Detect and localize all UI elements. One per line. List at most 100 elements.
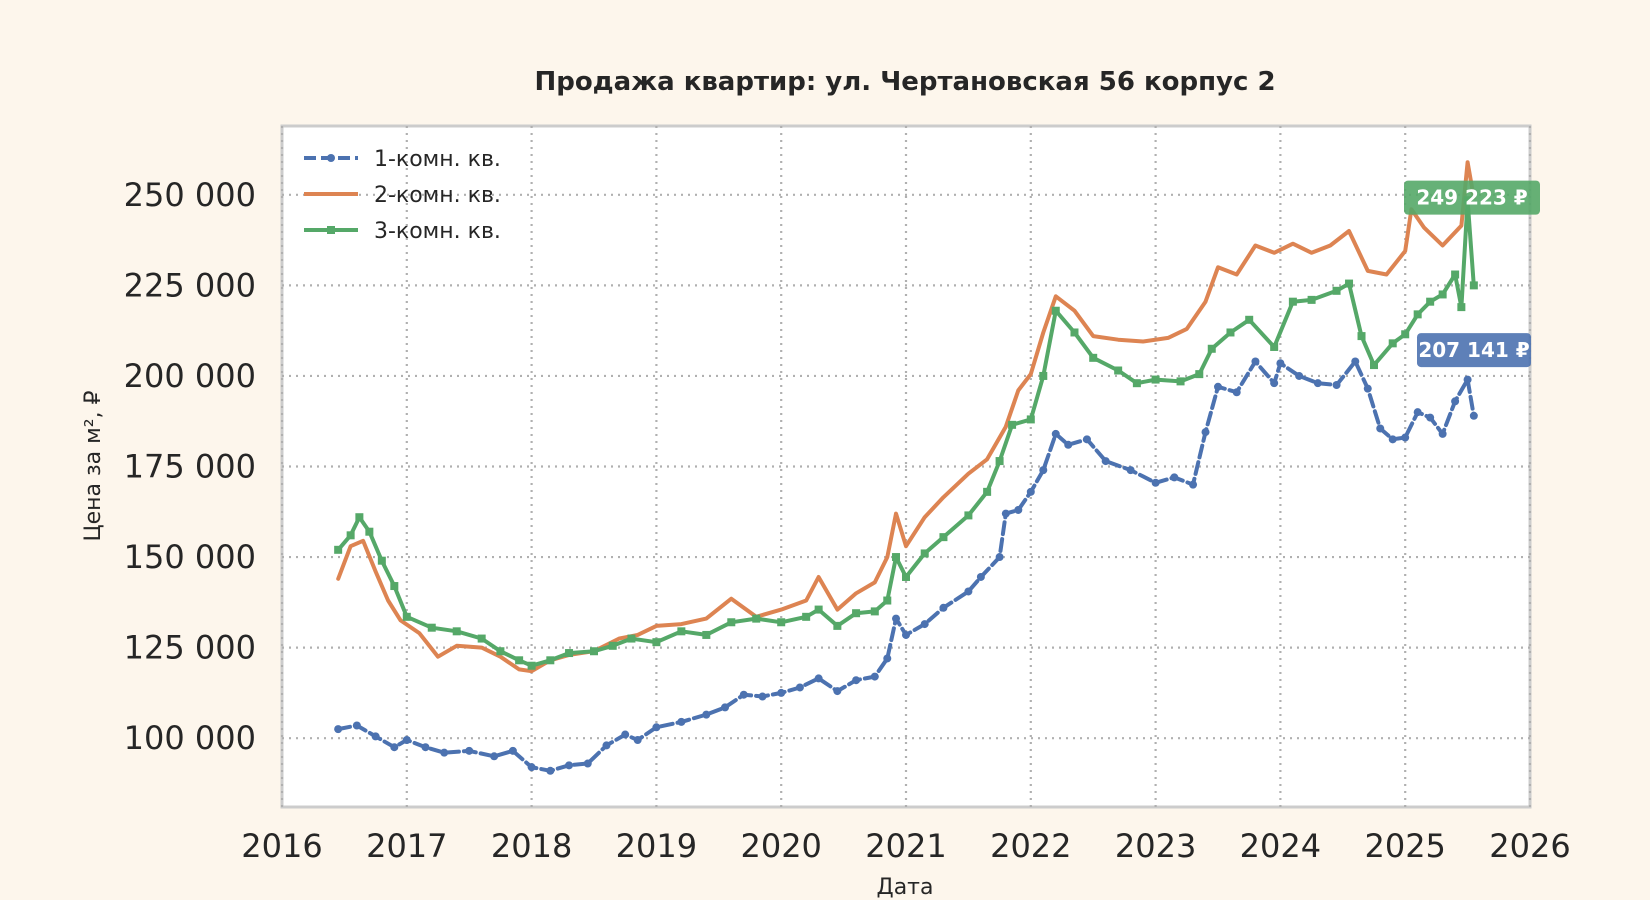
series-point [1008,420,1017,429]
series-point [1313,379,1322,388]
series-point [490,752,499,761]
series-point [1401,330,1410,339]
x-tick-label: 2016 [241,827,322,865]
series-point [1001,509,1010,518]
series-point [1413,408,1422,417]
series-point [465,746,474,755]
series-point [1014,505,1023,514]
series-point [752,614,761,623]
series-point [702,710,711,719]
series-point [939,533,948,542]
series-point [802,612,811,621]
legend: 1-комн. кв. 2-комн. кв. 3-комн. кв. [304,147,501,244]
series-point [1426,297,1435,306]
series-point [1370,361,1378,370]
series-point [939,603,948,612]
x-tick-label: 2021 [865,827,946,865]
series-point [390,582,399,591]
x-tick-label: 2023 [1115,827,1196,865]
series-point [1039,371,1048,380]
series-point [1345,279,1354,288]
series-point [602,741,611,750]
series-point [1332,380,1341,389]
series-point [1101,457,1110,466]
series-point [883,654,892,663]
series-point [920,549,929,558]
series-point [721,703,730,712]
legend-entry: 1-комн. кв. [304,147,501,172]
series-point [1195,370,1204,379]
series-point [995,457,1004,466]
series-point [1401,433,1410,442]
series-point [608,641,617,650]
series-point [995,553,1004,562]
series-line [336,160,1476,674]
series-point [870,672,879,681]
series-point [892,614,901,623]
series-point [355,513,364,522]
y-tick-label: 125 000 [124,629,256,667]
x-axis-label: Дата [877,875,934,900]
series-point [964,587,973,596]
series-point [346,531,355,540]
series-point [527,661,536,670]
series-point [883,596,892,605]
series-point [440,748,449,757]
legend-marker [327,226,335,234]
x-tick-label: 2017 [366,827,447,865]
series-point [427,623,436,632]
series-point [1201,428,1210,437]
series-point [1376,424,1385,433]
series-point [1307,295,1316,304]
value-badge-label: 207 141 ₽ [1418,338,1529,362]
series-point [1051,306,1060,315]
series-point [727,618,736,627]
series-point [1451,270,1460,279]
series-point [334,545,343,554]
axis-ticks: 2016 2017 2018 2019 2020 2021 2022 2023 2024 2025… [124,176,1571,865]
series-point [1226,328,1235,337]
value-badge: 207 141 ₽ [1417,333,1531,368]
x-tick-label: 2025 [1364,827,1445,865]
series-point [1189,480,1198,489]
series-1 [334,357,1478,775]
legend-label: 2-комн. кв. [374,183,501,208]
series-layer [334,160,1478,775]
series-point [1295,371,1304,380]
series-point [739,690,748,699]
series-point [633,735,642,744]
x-tick-label: 2018 [491,827,572,865]
series-point [352,721,361,730]
series-point [508,746,517,755]
series-point [1232,388,1241,397]
series-point [546,656,555,665]
series-point [527,763,536,772]
series-point [1332,286,1341,295]
series-point [1288,297,1297,306]
series-point [452,627,461,636]
series-point [1039,466,1048,475]
legend-entry: 2-комн. кв. [304,183,501,208]
series-point [477,634,486,643]
series-point [565,649,574,658]
series-point [1051,429,1060,438]
legend-label: 3-комн. кв. [374,219,501,244]
value-badge: 249 223 ₽ [1404,180,1540,215]
series-point [1469,411,1478,420]
series-point [1426,413,1435,422]
series-point [421,743,430,752]
series-point [870,607,879,616]
series-point [1351,357,1360,366]
series-point [964,511,973,520]
series-point [814,674,823,683]
value-badge-label: 249 223 ₽ [1416,186,1527,210]
y-tick-label: 225 000 [124,266,256,304]
series-point [677,627,686,636]
annotations: 249 223 ₽ 207 141 ₽ [1404,180,1540,368]
x-tick-label: 2026 [1489,827,1570,865]
series-point [1276,359,1285,368]
y-tick-label: 100 000 [124,719,256,757]
series-2 [336,160,1476,674]
y-tick-label: 150 000 [124,538,256,576]
